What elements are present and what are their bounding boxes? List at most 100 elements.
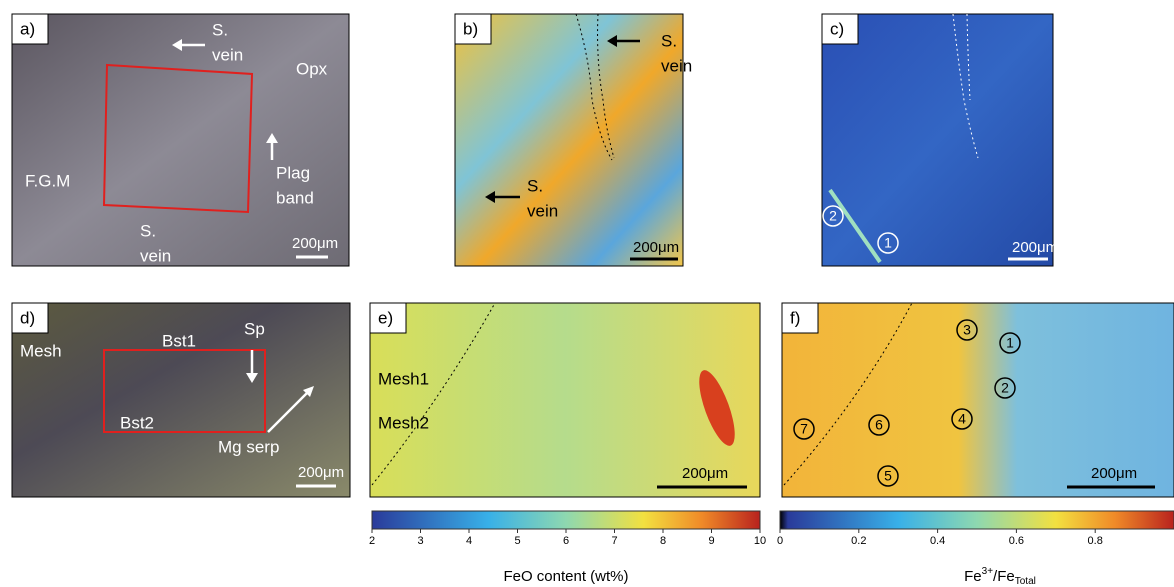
title-part: Total (1015, 576, 1036, 587)
scale-bar-label: 200μm (292, 235, 338, 252)
arrow-head (303, 386, 314, 397)
arrow-head (172, 39, 182, 51)
annotation: S. (527, 176, 543, 195)
image-a (11, 13, 350, 267)
panel-label: f) (790, 308, 800, 327)
colorbar (779, 510, 1174, 530)
panel-label-box (369, 302, 407, 334)
marker-circle (822, 205, 844, 227)
panel-label-box (454, 13, 492, 45)
annotation: Mesh1 (378, 369, 429, 388)
panel-label-box (11, 13, 49, 45)
annotation: vein (661, 56, 692, 75)
arrow-head (246, 373, 258, 383)
arrow-head (266, 133, 278, 143)
title-part: Fe (964, 568, 982, 585)
arrow-head (607, 35, 617, 47)
panel-label: e) (378, 308, 393, 327)
tick-label: 0.8 (1088, 535, 1103, 547)
annotation: Bst1 (162, 331, 196, 350)
marker-label: 2 (1001, 380, 1009, 396)
scale-bar-label: 200μm (1091, 465, 1137, 482)
colorbar (371, 510, 761, 530)
marker-label: 7 (800, 421, 808, 437)
panel-label-box (11, 302, 49, 334)
marker-label: 5 (884, 468, 892, 484)
marker-label: 6 (875, 417, 883, 433)
tick-label: 8 (660, 535, 666, 547)
tick-label: 5 (514, 535, 520, 547)
marker-circle (951, 408, 973, 430)
tick-label: 6 (563, 535, 569, 547)
arrows (172, 35, 640, 433)
image-c (821, 13, 1054, 267)
annotation: Mesh2 (378, 413, 429, 432)
scale-bar-label: 200μm (1012, 239, 1058, 256)
boundary (597, 13, 615, 159)
marker-label: 1 (1006, 335, 1014, 351)
panel-label-box (781, 302, 819, 334)
boundary (783, 302, 913, 486)
tick-label: 2 (369, 535, 375, 547)
annotation: band (276, 188, 314, 207)
annotation: S. (212, 20, 228, 39)
annotation: vein (212, 45, 243, 64)
annotation: S. (140, 221, 156, 240)
annotation: Mesh (20, 341, 62, 360)
tick-label: 0 (777, 535, 783, 547)
tick-label: 9 (708, 535, 714, 547)
panel-label: d) (20, 308, 35, 327)
region-box (103, 349, 266, 433)
panel-images (11, 13, 1174, 498)
marker-label: 3 (963, 322, 971, 338)
marker-circle (999, 332, 1021, 354)
scale-bar-label: 200μm (633, 239, 679, 256)
marker-circle (877, 232, 899, 254)
boundary (371, 302, 496, 486)
annotation: Bst2 (120, 413, 154, 432)
marker-circle (956, 319, 978, 341)
boundary (952, 13, 979, 159)
tick-label: 4 (466, 535, 472, 547)
region-box (102, 63, 254, 214)
annotation: F.G.M (25, 171, 70, 190)
annotation: Plag (276, 163, 310, 182)
annotation: S. (661, 31, 677, 50)
annotation: Mg serp (218, 437, 279, 456)
marker-circle (877, 465, 899, 487)
spinel (699, 370, 735, 446)
annotation: vein (527, 201, 558, 220)
arrow-head (485, 191, 495, 203)
annotation: Opx (296, 59, 328, 78)
tick-label: 0.4 (930, 535, 945, 547)
image-b (454, 13, 684, 267)
tick-label: 0.6 (1009, 535, 1024, 547)
panel-label: c) (830, 19, 844, 38)
annotation: Sp (244, 319, 265, 338)
image-f (781, 302, 1174, 498)
colorbar-title: Fe3+/FeTotal (964, 566, 1036, 587)
title-part: 3+ (982, 566, 994, 577)
tick-label: 3 (417, 535, 423, 547)
marker-label: 1 (884, 235, 892, 251)
marker-label: 2 (829, 208, 837, 224)
panel-label: b) (463, 19, 478, 38)
arrow (267, 391, 309, 433)
marker-circle (793, 418, 815, 440)
panel-label: a) (20, 19, 35, 38)
annotation: vein (140, 246, 171, 265)
panel-label-box (821, 13, 859, 45)
colorbar-title: FeO content (wt%) (503, 568, 628, 585)
title-part: /Fe (993, 568, 1015, 585)
tick-label: 10 (754, 535, 766, 547)
tick-label: 7 (611, 535, 617, 547)
scale-bar-label: 200μm (682, 465, 728, 482)
marker-circle (868, 414, 890, 436)
marker-label: 4 (958, 411, 966, 427)
tick-label: 0.2 (851, 535, 866, 547)
image-d (11, 302, 351, 498)
scale-bar-label: 200μm (298, 464, 344, 481)
vein (828, 188, 882, 264)
marker-circle (994, 377, 1016, 399)
